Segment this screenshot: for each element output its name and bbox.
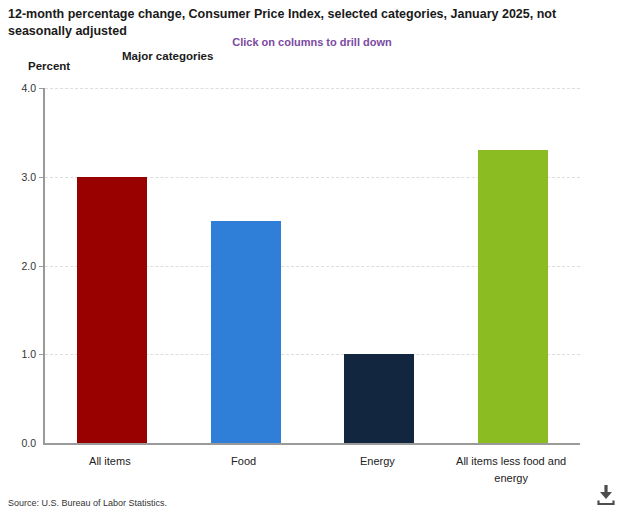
y-tick-mark (39, 354, 43, 355)
gridline (45, 88, 580, 89)
download-icon[interactable] (594, 482, 618, 510)
x-category-label: All items less food and energy (444, 453, 578, 487)
y-tick-label: 3.0 (21, 171, 36, 183)
y-tick-label: 1.0 (21, 348, 36, 360)
x-category-label: Energy (311, 453, 445, 470)
y-tick-mark (39, 266, 43, 267)
x-axis-title: Major categories (122, 50, 213, 62)
bar-food[interactable] (211, 221, 281, 443)
y-tick-mark (39, 177, 43, 178)
page-title: 12-month percentage change, Consumer Pri… (8, 6, 614, 40)
bar-all-items[interactable] (77, 177, 147, 443)
y-tick-label: 0.0 (21, 437, 36, 449)
drill-hint: Click on columns to drill down (0, 36, 624, 48)
y-tick-mark (39, 88, 43, 89)
source-note: Source: U.S. Bureau of Labor Statistics. (8, 498, 167, 508)
plot-area (43, 88, 580, 445)
y-axis-labels: 0.01.02.03.04.0 (0, 88, 38, 443)
y-tick-label: 4.0 (21, 82, 36, 94)
y-axis-title: Percent (28, 60, 70, 72)
bar-all-items-less-food-and-energy[interactable] (478, 150, 548, 443)
bar-energy[interactable] (344, 354, 414, 443)
x-category-label: All items (43, 453, 177, 470)
x-category-label: Food (177, 453, 311, 470)
cpi-bar-chart-page: 12-month percentage change, Consumer Pri… (0, 0, 624, 517)
y-tick-label: 2.0 (21, 260, 36, 272)
